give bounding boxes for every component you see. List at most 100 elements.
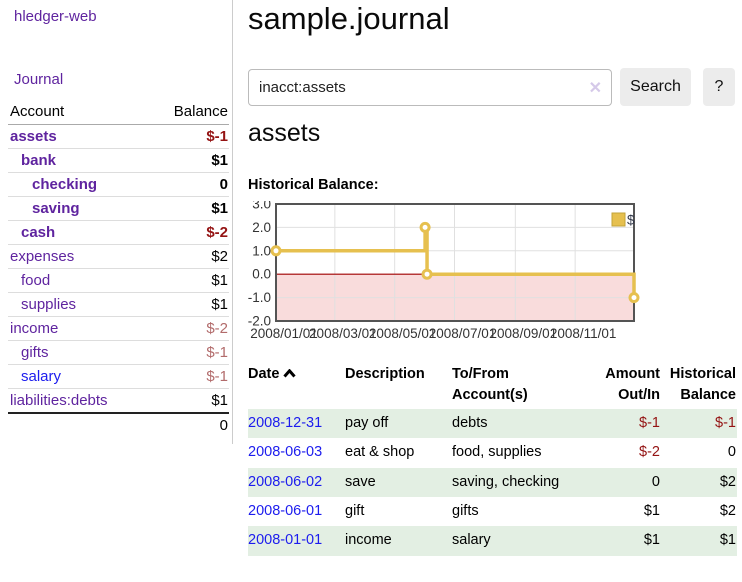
transaction-date-link[interactable]: 2008-01-01	[248, 532, 323, 549]
account-balance: $-1	[206, 128, 228, 145]
transaction-balance: 0	[727, 444, 736, 461]
balance-column-header: Balance	[150, 100, 229, 125]
register-row[interactable]: 2008-12-31 pay off debts $-1 $-1	[248, 409, 737, 439]
account-balance: $-1	[150, 364, 229, 389]
register-row[interactable]: 2008-06-01 gift gifts $1 $2	[248, 497, 737, 526]
account-link[interactable]: assets	[10, 128, 57, 145]
account-balance: $1	[150, 196, 229, 221]
y-axis-tick-label: -2.0	[248, 314, 271, 329]
accounts-column-header: To/From Account(s)	[452, 366, 528, 404]
balance-column-header: Historical Balance	[669, 366, 736, 404]
y-axis-tick-label: 0.0	[252, 267, 271, 282]
account-link[interactable]: supplies	[21, 296, 77, 313]
x-axis-tick-label: 2008/07/01	[429, 326, 497, 341]
accounts-table-header: Account Balance	[8, 100, 229, 125]
account-link[interactable]: expenses	[10, 248, 75, 265]
chart-title: Historical Balance:	[248, 177, 379, 193]
data-point-marker	[270, 245, 282, 257]
account-balance: $-2	[150, 220, 229, 245]
account-link[interactable]: salary	[21, 368, 62, 385]
transaction-accounts: gifts	[452, 502, 479, 519]
account-balance: 0	[150, 172, 229, 197]
register-header-row: Date Description To/From Account(s) Amou…	[248, 362, 737, 409]
account-row: checking 0	[8, 172, 229, 197]
transaction-date-link[interactable]: 2008-12-31	[248, 415, 323, 432]
amount-column-header: Amount Out/In	[605, 366, 660, 404]
transaction-description: eat & shop	[345, 444, 415, 461]
account-link[interactable]: bank	[21, 152, 57, 169]
account-balance: $-2	[150, 316, 229, 341]
sidebar-item-journal[interactable]: Journal	[14, 71, 64, 88]
y-axis-tick-label: 1.0	[252, 243, 271, 258]
account-link[interactable]: food	[21, 272, 51, 289]
transaction-accounts: saving, checking	[452, 473, 560, 490]
account-row: bank $1	[8, 148, 229, 173]
y-axis-tick-label: 3.0	[252, 201, 271, 212]
page-title: sample.journal	[248, 1, 450, 36]
account-balance: $-1	[150, 340, 229, 365]
clear-search-icon[interactable]: ✕	[588, 79, 602, 97]
account-row: expenses $2	[8, 244, 229, 269]
account-row: supplies $1	[8, 292, 229, 317]
sort-ascending-icon	[283, 364, 297, 385]
app-brand-link[interactable]: hledger-web	[14, 8, 97, 25]
account-link[interactable]: checking	[32, 176, 98, 193]
account-link[interactable]: liabilities:debts	[10, 392, 108, 409]
account-link[interactable]: cash	[21, 224, 56, 241]
transaction-amount: $1	[643, 532, 660, 549]
transaction-description: gift	[345, 502, 365, 519]
account-balance: $1	[150, 148, 229, 173]
account-row: gifts $-1	[8, 340, 229, 365]
account-row: cash $-2	[8, 220, 229, 245]
date-column-header[interactable]: Date	[248, 362, 345, 409]
account-link[interactable]: saving	[32, 200, 80, 217]
account-balance: $2	[150, 244, 229, 269]
account-link[interactable]: income	[10, 320, 59, 337]
transaction-date-link[interactable]: 2008-06-01	[248, 502, 323, 519]
register-row[interactable]: 2008-01-01 income salary $1 $1	[248, 526, 737, 556]
account-row: liabilities:debts $1	[8, 388, 229, 413]
transaction-balance: $2	[719, 502, 736, 519]
x-axis-tick-label: 2008/05/01	[369, 326, 437, 341]
account-row: income $-2	[8, 316, 229, 341]
transaction-description: income	[345, 532, 392, 549]
transaction-amount: $-1	[639, 415, 660, 432]
legend-swatch	[611, 212, 626, 227]
register-table: Date Description To/From Account(s) Amou…	[248, 362, 737, 556]
search-input[interactable]	[248, 68, 612, 106]
y-axis-tick-label: 2.0	[252, 220, 271, 235]
transaction-balance: $2	[719, 473, 736, 490]
transaction-date-link[interactable]: 2008-06-02	[248, 473, 323, 490]
account-row: food $1	[8, 268, 229, 293]
account-heading: assets	[248, 119, 321, 147]
transaction-accounts: debts	[452, 415, 488, 432]
account-balance: $1	[150, 292, 229, 317]
account-link[interactable]: gifts	[21, 344, 49, 361]
transaction-accounts: food, supplies	[452, 444, 542, 461]
accounts-total-value: 0	[150, 412, 229, 437]
transaction-balance: $-1	[715, 415, 736, 432]
transaction-amount: $1	[643, 502, 660, 519]
account-row: assets $-1	[8, 125, 229, 149]
search-button[interactable]: Search	[620, 68, 691, 106]
help-button[interactable]: ?	[703, 68, 735, 106]
transaction-amount: 0	[651, 473, 660, 490]
sidebar: hledger-web Journal Account Balance asse…	[0, 0, 233, 444]
account-row: salary $-1	[8, 364, 229, 389]
account-row: saving $1	[8, 196, 229, 221]
historical-balance-chart: 3.0 2.0 1.0 0.0 -1.0 -2.0 2008/01/01 2008/03/01…	[248, 197, 734, 353]
x-axis-tick-label: 2008/01/01	[250, 326, 318, 341]
data-point-marker	[628, 292, 640, 304]
transaction-date-link[interactable]: 2008-06-03	[248, 444, 323, 461]
y-axis-tick-label: -1.0	[248, 290, 271, 305]
chart-frame	[275, 203, 635, 322]
register-row[interactable]: 2008-06-02 save saving, checking 0 $2	[248, 467, 737, 497]
x-axis-tick-label: 2008/09/01	[490, 326, 558, 341]
data-point-marker	[419, 221, 431, 233]
transaction-accounts: salary	[452, 532, 491, 549]
transaction-description: save	[345, 473, 376, 490]
search-bar: ✕ Search ?	[248, 68, 735, 106]
register-row[interactable]: 2008-06-03 eat & shop food, supplies $-2 0	[248, 438, 737, 467]
x-axis-tick-label: 2008/03/01	[309, 326, 377, 341]
account-column-header: Account	[8, 100, 151, 125]
